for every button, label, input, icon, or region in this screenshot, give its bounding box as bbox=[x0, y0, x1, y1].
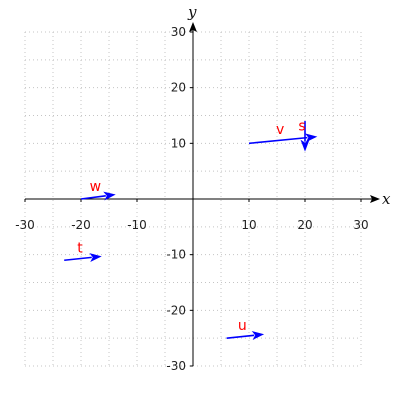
vector-w-shaft bbox=[80, 195, 106, 200]
x-tick-label: 30 bbox=[353, 218, 368, 232]
axes bbox=[25, 22, 380, 366]
vector-t-shaft bbox=[64, 256, 92, 262]
vector-label-u: u bbox=[238, 318, 247, 334]
x-tick-label: -10 bbox=[127, 218, 147, 232]
x-tick-label: -30 bbox=[15, 218, 35, 232]
vector-w-arrowhead bbox=[103, 191, 116, 201]
vector-v-arrowhead bbox=[304, 133, 318, 143]
tick-labels: -30 -20 -10 10 20 30 -30 -20 -10 10 20 30 bbox=[15, 25, 368, 373]
vector-u-shaft bbox=[226, 334, 255, 339]
x-tick-label: 10 bbox=[241, 218, 256, 232]
vectors bbox=[64, 121, 318, 340]
x-tick-label: -20 bbox=[71, 218, 91, 232]
vector-labels: sv w t u bbox=[77, 118, 305, 334]
y-tick-label: 20 bbox=[171, 81, 186, 95]
y-axis-arrow bbox=[189, 22, 197, 32]
vector-label-s: s bbox=[298, 118, 305, 134]
vector-s-arrowhead bbox=[300, 139, 310, 152]
vector-label-v: v bbox=[276, 122, 284, 138]
y-tick-label: -30 bbox=[166, 359, 186, 373]
x-axis-label: x bbox=[382, 190, 391, 208]
y-axis-label: y bbox=[187, 3, 197, 21]
vector-v-shaft bbox=[248, 136, 308, 145]
y-tick-label: 30 bbox=[171, 25, 186, 39]
y-tick-label: -20 bbox=[166, 303, 186, 317]
x-axis-arrow bbox=[370, 195, 380, 203]
vector-label-w: w bbox=[90, 179, 101, 195]
x-tick-label: 20 bbox=[297, 218, 312, 232]
vector-u-arrowhead bbox=[251, 331, 265, 340]
vector-label-t: t bbox=[77, 240, 83, 256]
vector-t-arrowhead bbox=[89, 253, 102, 263]
y-tick-label: -10 bbox=[166, 248, 186, 262]
y-tick-label: 10 bbox=[171, 136, 186, 150]
